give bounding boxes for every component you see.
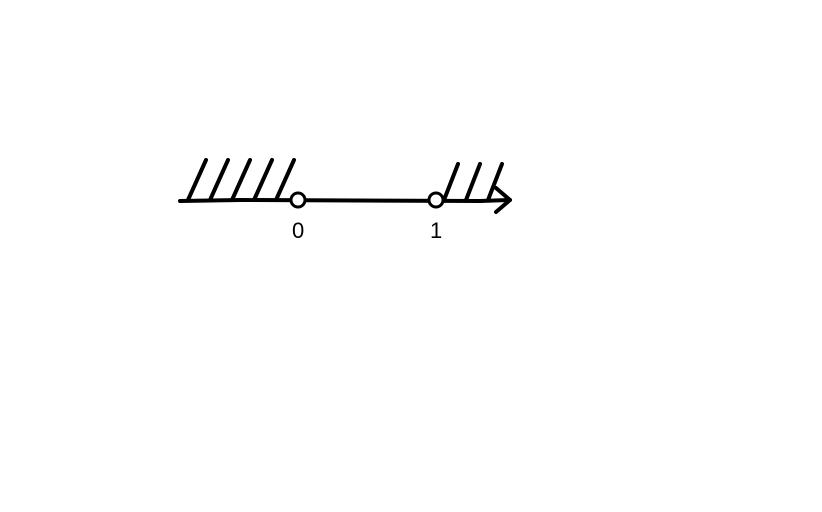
axis-line <box>180 200 510 201</box>
hatch-left <box>210 160 228 200</box>
open-circle-icon <box>291 193 305 207</box>
tick-label-1: 1 <box>430 218 442 244</box>
hatch-left <box>188 160 206 200</box>
hatch-right <box>466 164 480 200</box>
hatch-right <box>444 164 458 200</box>
number-line-diagram <box>0 0 822 512</box>
hatch-left <box>276 160 294 200</box>
hatch-right <box>488 164 502 200</box>
open-circle-icon <box>429 193 443 207</box>
tick-label-0: 0 <box>292 218 304 244</box>
hatch-left <box>254 160 272 200</box>
hatch-left <box>232 160 250 200</box>
